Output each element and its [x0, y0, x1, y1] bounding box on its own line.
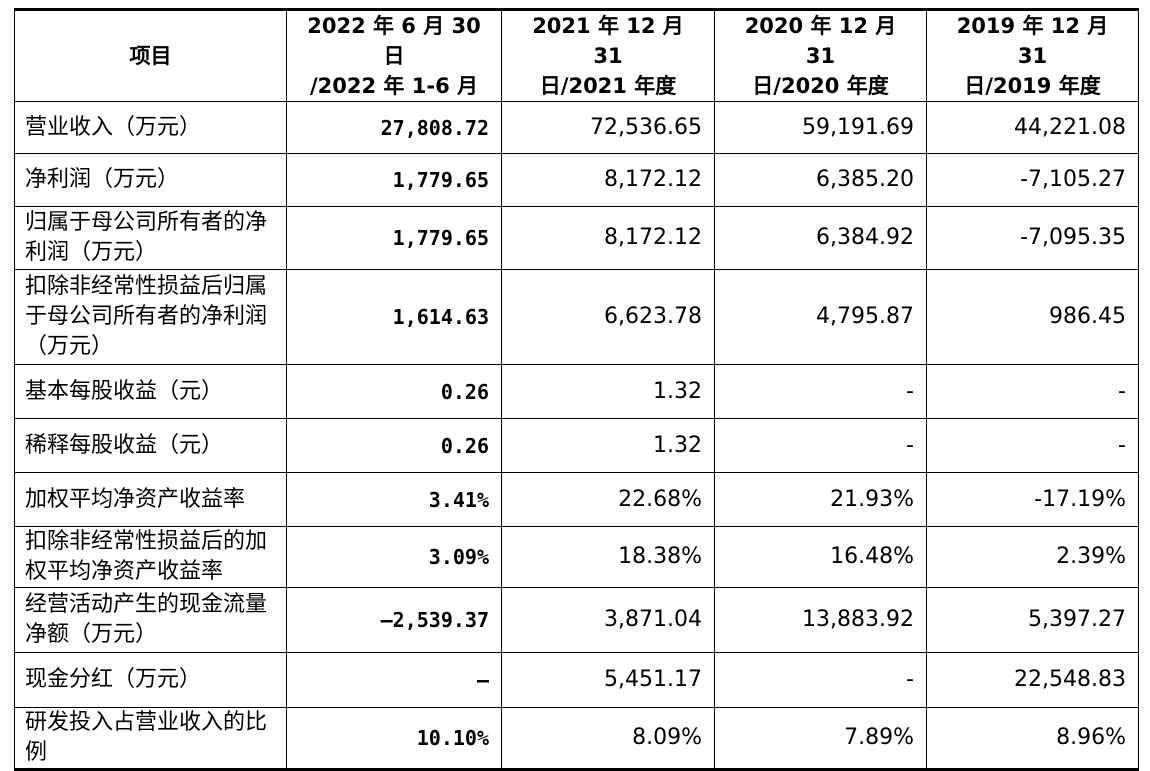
- cell-value: 0.26: [286, 364, 502, 419]
- row-label: 扣除非经常性损益后的加权平均净资产收益率: [14, 526, 287, 588]
- cell-value: 10.10%: [286, 707, 502, 771]
- header-text: 日/2021 年度: [539, 74, 677, 98]
- header-text: /2022 年 1-6 月: [310, 74, 478, 98]
- header-cell: 项目: [14, 8, 287, 102]
- table-row: 营业收入（万元） 27,808.72 72,536.65 59,191.69 44,22…: [14, 101, 1139, 154]
- cell-value: 3.41%: [286, 472, 502, 527]
- table-row: 归属于母公司所有者的净利润（万元） 1,779.65 8,172.12 6,384.9…: [14, 206, 1139, 270]
- row-label: 现金分红（万元）: [14, 652, 287, 708]
- cell-value: 44,221.08: [926, 101, 1139, 154]
- header-text: 2019 年 12 月 31: [956, 14, 1109, 68]
- table-row: 现金分红（万元） –5,451.17-22,548.83: [14, 652, 1139, 708]
- cell-value: 6,623.78: [501, 269, 715, 365]
- cell-value: 72,536.65: [501, 101, 715, 154]
- header-text: 2020 年 12 月 31: [744, 14, 897, 68]
- cell-value: 3.09%: [286, 526, 502, 588]
- cell-value: 22.68%: [501, 472, 715, 527]
- cell-value: 27,808.72: [286, 101, 502, 154]
- cell-value: -: [714, 418, 927, 473]
- cell-value: 4,795.87: [714, 269, 927, 365]
- cell-value: 986.45: [926, 269, 1139, 365]
- cell-value: 1.32: [501, 418, 715, 473]
- row-label: 归属于母公司所有者的净利润（万元）: [14, 206, 287, 270]
- cell-value: 2.39%: [926, 526, 1139, 588]
- table-row: 扣除非经常性损益后的加权平均净资产收益率 3.09% 18.38% 16.48% 2.3…: [14, 526, 1139, 588]
- header-cell: 2020 年 12 月 31 日/2020 年度: [714, 8, 927, 102]
- cell-value: -17.19%: [926, 472, 1139, 527]
- header-text: 2021 年 12 月 31: [532, 14, 684, 68]
- cell-value: 6,385.20: [714, 153, 927, 207]
- header-row: 项目 2022 年 6 月 30 日/2022 年 1-6 月 2021 年 12 …: [14, 8, 1139, 102]
- header-cell: 2022 年 6 月 30 日/2022 年 1-6 月: [286, 8, 502, 102]
- cell-value: 13,883.92: [714, 587, 927, 653]
- cell-value: 1,779.65: [286, 153, 502, 207]
- financial-table: 项目 2022 年 6 月 30 日/2022 年 1-6 月 2021 年 12 …: [14, 8, 1139, 771]
- cell-value: 5,397.27: [926, 587, 1139, 653]
- cell-value: -: [714, 652, 927, 708]
- cell-value: 5,451.17: [501, 652, 715, 708]
- table-row: 扣除非经常性损益后归属于母公司所有者的净利润（万元） 1,614.63 6,623.…: [14, 269, 1139, 365]
- table-row: 加权平均净资产收益率 3.41% 22.68% 21.93% -17.19%: [14, 472, 1139, 527]
- cell-value: -: [926, 364, 1139, 419]
- cell-value: -7,105.27: [926, 153, 1139, 207]
- cell-value: 7.89%: [714, 707, 927, 771]
- header-text: 2022 年 6 月 30 日: [307, 14, 481, 68]
- cell-value: 8,172.12: [501, 153, 715, 207]
- cell-value: 0.26: [286, 418, 502, 473]
- table-row: 净利润（万元） 1,779.65 8,172.12 6,385.20 -7,105.27: [14, 153, 1139, 207]
- cell-value: 1,779.65: [286, 206, 502, 270]
- cell-value: 1.32: [501, 364, 715, 419]
- row-label: 营业收入（万元）: [14, 101, 287, 154]
- row-label: 加权平均净资产收益率: [14, 472, 287, 527]
- cell-value: 8.96%: [926, 707, 1139, 771]
- row-label: 研发投入占营业收入的比例: [14, 707, 287, 771]
- cell-value: -7,095.35: [926, 206, 1139, 270]
- cell-value: –: [286, 652, 502, 708]
- table-row: 经营活动产生的现金流量净额（万元） –2,539.37 3,871.04 13,883…: [14, 587, 1139, 653]
- cell-value: 3,871.04: [501, 587, 715, 653]
- table-row: 研发投入占营业收入的比例 10.10% 8.09% 7.89% 8.96%: [14, 707, 1139, 771]
- header-cell: 2021 年 12 月 31 日/2021 年度: [501, 8, 715, 102]
- row-label: 经营活动产生的现金流量净额（万元）: [14, 587, 287, 653]
- row-label: 净利润（万元）: [14, 153, 287, 207]
- cell-value: 6,384.92: [714, 206, 927, 270]
- cell-value: 22,548.83: [926, 652, 1139, 708]
- table-row: 稀释每股收益（元） 0.26 1.32- -: [14, 418, 1139, 473]
- header-text: 日/2020 年度: [752, 74, 889, 98]
- cell-value: 59,191.69: [714, 101, 927, 154]
- cell-value: 21.93%: [714, 472, 927, 527]
- cell-value: –2,539.37: [286, 587, 502, 653]
- cell-value: 8.09%: [501, 707, 715, 771]
- header-text: 项目: [129, 44, 172, 68]
- row-label: 基本每股收益（元）: [14, 364, 287, 419]
- cell-value: 8,172.12: [501, 206, 715, 270]
- cell-value: 18.38%: [501, 526, 715, 588]
- row-label: 扣除非经常性损益后归属于母公司所有者的净利润（万元）: [14, 269, 287, 365]
- cell-value: -: [714, 364, 927, 419]
- cell-value: 1,614.63: [286, 269, 502, 365]
- table-body: 营业收入（万元） 27,808.72 72,536.65 59,191.69 44,22…: [14, 101, 1139, 771]
- cell-value: -: [926, 418, 1139, 473]
- row-label: 稀释每股收益（元）: [14, 418, 287, 473]
- table-row: 基本每股收益（元） 0.26 1.32- -: [14, 364, 1139, 419]
- header-cell: 2019 年 12 月 31 日/2019 年度: [926, 8, 1139, 102]
- cell-value: 16.48%: [714, 526, 927, 588]
- header-text: 日/2019 年度: [964, 74, 1101, 98]
